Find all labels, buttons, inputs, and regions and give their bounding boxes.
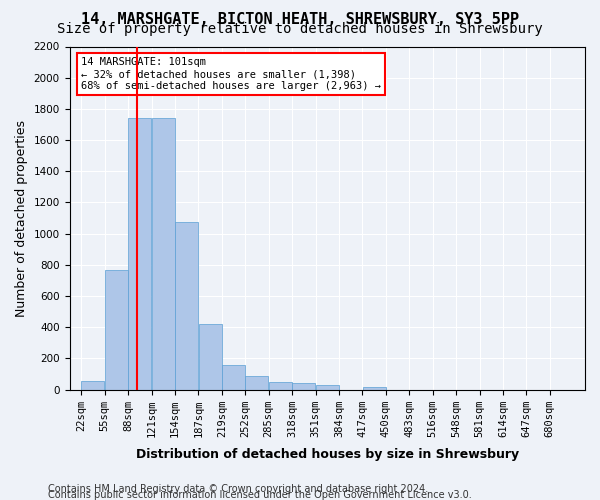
Bar xyxy=(222,366,245,390)
Bar xyxy=(152,118,175,390)
Y-axis label: Number of detached properties: Number of detached properties xyxy=(15,120,28,316)
Bar xyxy=(362,386,386,390)
Bar xyxy=(199,324,221,390)
Text: 14, MARSHGATE, BICTON HEATH, SHREWSBURY, SY3 5PP: 14, MARSHGATE, BICTON HEATH, SHREWSBURY,… xyxy=(81,12,519,28)
X-axis label: Distribution of detached houses by size in Shrewsbury: Distribution of detached houses by size … xyxy=(136,448,519,461)
Bar xyxy=(245,376,268,390)
Bar xyxy=(269,382,292,390)
Bar xyxy=(175,222,198,390)
Bar xyxy=(128,118,151,390)
Bar xyxy=(105,270,128,390)
Bar xyxy=(292,384,316,390)
Bar xyxy=(316,386,339,390)
Text: Size of property relative to detached houses in Shrewsbury: Size of property relative to detached ho… xyxy=(57,22,543,36)
Text: Contains HM Land Registry data © Crown copyright and database right 2024.: Contains HM Land Registry data © Crown c… xyxy=(48,484,428,494)
Text: 14 MARSHGATE: 101sqm
← 32% of detached houses are smaller (1,398)
68% of semi-de: 14 MARSHGATE: 101sqm ← 32% of detached h… xyxy=(81,58,381,90)
Text: Contains public sector information licensed under the Open Government Licence v3: Contains public sector information licen… xyxy=(48,490,472,500)
Bar xyxy=(82,381,104,390)
